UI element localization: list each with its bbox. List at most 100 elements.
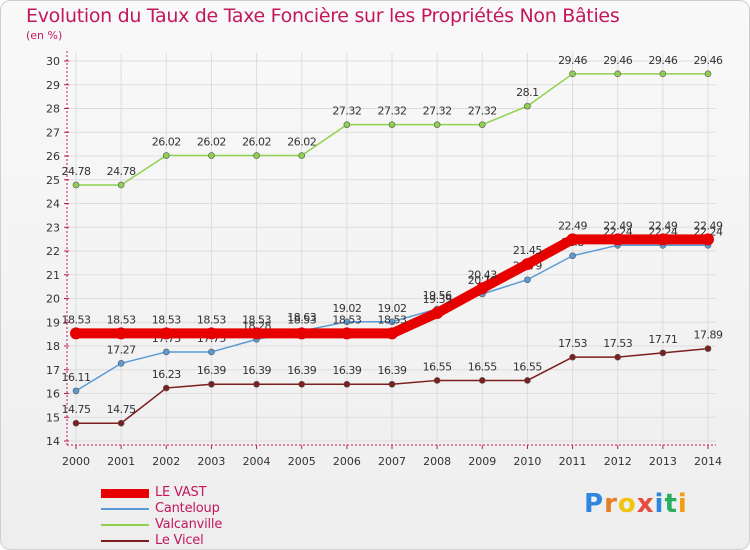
data-label: 16.55 (423, 360, 452, 373)
y-tick-label: 30 (46, 55, 60, 68)
data-label: 22.49 (694, 219, 723, 232)
data-label: 18.53 (152, 313, 181, 326)
y-tick-label: 17 (46, 364, 60, 377)
data-point (253, 152, 260, 159)
data-point (569, 353, 576, 361)
data-point (524, 377, 531, 384)
data-point (431, 306, 444, 319)
data-point (115, 327, 128, 340)
data-point (160, 327, 173, 340)
data-point (72, 387, 80, 395)
logo-letter: x (636, 489, 655, 519)
data-point (298, 380, 306, 388)
data-point (72, 419, 80, 427)
data-label: 17.27 (107, 343, 136, 356)
chart-title: Evolution du Taux de Taxe Foncière sur l… (26, 5, 620, 27)
data-point (117, 181, 125, 189)
data-label: 27.32 (378, 105, 407, 118)
data-point (704, 70, 712, 78)
data-label: 18.53 (62, 313, 91, 326)
x-tick-label: 2001 (107, 455, 135, 468)
x-tick-label: 2008 (423, 455, 451, 468)
data-point (208, 380, 215, 388)
data-point (388, 380, 396, 388)
data-point (208, 152, 215, 159)
x-tick-label: 2011 (559, 455, 587, 468)
data-point (659, 349, 667, 357)
data-label: 29.46 (694, 54, 723, 67)
data-label: 29.46 (648, 54, 677, 67)
data-label: 26.02 (197, 136, 226, 149)
data-point (569, 70, 576, 78)
data-label: 14.75 (107, 403, 136, 416)
legend-swatch-valcanville (101, 524, 149, 526)
data-label: 29.46 (603, 54, 632, 67)
data-label: 16.39 (242, 364, 271, 377)
x-tick-label: 2003 (197, 455, 225, 468)
data-point (343, 121, 351, 128)
y-tick-label: 29 (46, 79, 60, 92)
y-tick-label: 15 (46, 411, 60, 424)
proxiti-logo: Proxiti (584, 489, 688, 519)
data-point (704, 345, 712, 352)
data-point (566, 233, 579, 246)
data-point (521, 258, 534, 271)
series-le-vicel: 14.75 14.75 16.23 16.39 16.39 16.39 16.39 16.39… (62, 329, 723, 427)
x-tick-label: 2012 (604, 455, 632, 468)
data-point (476, 282, 489, 295)
data-point (298, 152, 306, 159)
data-point (611, 233, 624, 246)
data-label: 16.39 (378, 364, 407, 377)
logo-letter: o (617, 489, 637, 519)
data-label: 26.02 (287, 136, 316, 149)
y-tick-label: 24 (46, 198, 60, 211)
data-label: 18.53 (287, 313, 316, 326)
y-tick-label: 28 (46, 103, 60, 116)
data-label: 17.53 (558, 337, 587, 350)
data-point (72, 181, 80, 189)
data-point (569, 252, 576, 260)
x-tick-label: 2010 (513, 455, 541, 468)
data-point (524, 102, 531, 110)
data-point (162, 152, 170, 159)
data-point (340, 327, 353, 340)
data-label: 16.11 (62, 371, 91, 384)
data-label: 18.53 (197, 313, 226, 326)
data-label: 16.39 (287, 364, 316, 377)
data-point (614, 70, 622, 78)
data-label: 29.46 (558, 54, 587, 67)
x-tick-label: 2006 (333, 455, 361, 468)
x-tick-label: 2014 (694, 455, 722, 468)
x-tick-label: 2005 (288, 455, 316, 468)
data-point (205, 327, 218, 340)
legend-label-le-vast: LE VAST (155, 485, 207, 500)
data-label: 19.39 (423, 293, 452, 306)
data-point (343, 380, 351, 388)
data-point (478, 121, 486, 128)
data-label: 20.43 (468, 268, 497, 281)
logo-letter: i (654, 489, 665, 519)
data-label: 24.78 (107, 165, 136, 178)
data-point (117, 419, 125, 427)
data-label: 21.45 (513, 244, 542, 257)
logo-letter: r (604, 489, 618, 519)
data-label: 19.56 (423, 289, 452, 302)
data-label: 16.39 (197, 364, 226, 377)
x-tick-label: 2009 (468, 455, 496, 468)
y-tick-label: 18 (46, 340, 60, 353)
data-point (208, 348, 215, 356)
data-point (250, 327, 263, 340)
data-point (295, 327, 308, 340)
legend-label-le-vicel: Le Vicel (155, 533, 204, 548)
y-tick-label: 25 (46, 174, 60, 187)
data-point (656, 233, 669, 246)
y-tick-label: 22 (46, 245, 60, 258)
legend-swatch-le-vicel (101, 540, 149, 542)
data-point (614, 353, 622, 361)
data-label: 26.02 (152, 136, 181, 149)
data-label: 28.1 (516, 86, 539, 99)
x-tick-label: 2004 (243, 455, 271, 468)
data-label: 18.53 (242, 313, 271, 326)
